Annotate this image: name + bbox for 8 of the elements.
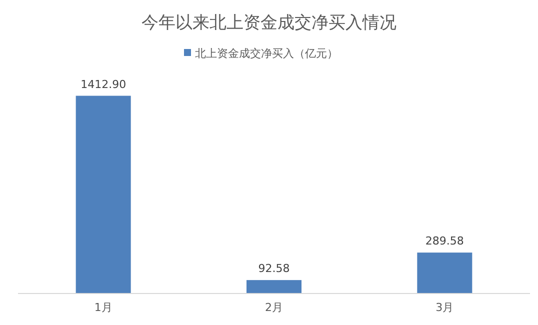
data-label: 1412.90 xyxy=(80,78,126,91)
x-tick-label: 1月 xyxy=(94,301,112,314)
data-label: 289.58 xyxy=(425,234,464,248)
legend-label: 北上资金成交净买入（亿元） xyxy=(195,47,338,60)
x-tick-label: 3月 xyxy=(436,301,454,314)
title: 今年以来北上资金成交净买入情况 xyxy=(142,13,396,33)
data-label: 92.58 xyxy=(258,262,290,276)
x-tick-label: 2月 xyxy=(265,301,283,314)
